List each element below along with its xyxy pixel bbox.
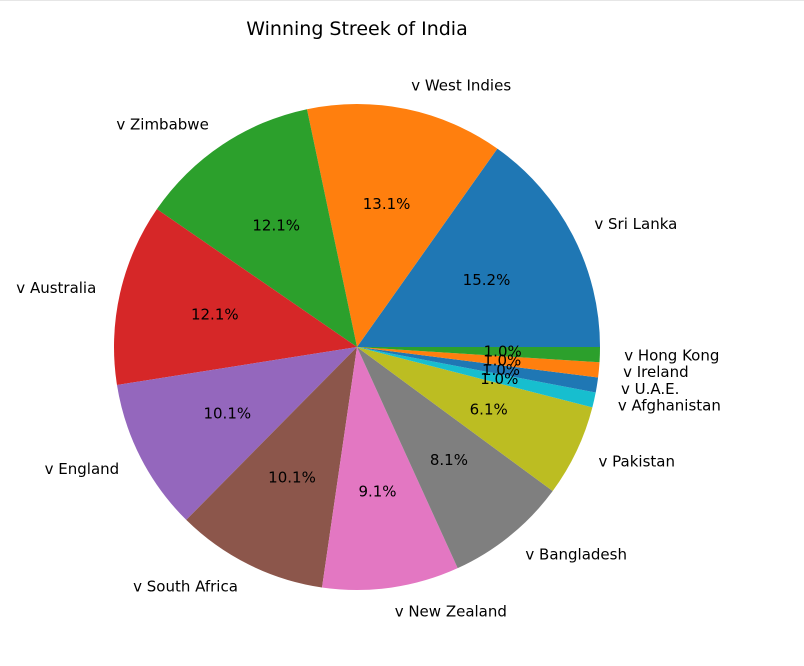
top-border — [0, 0, 804, 1]
pct-label-v-zimbabwe: 12.1% — [252, 217, 300, 235]
pct-label-v-bangladesh: 8.1% — [430, 451, 468, 469]
pie-slice-v-ireland — [357, 347, 600, 378]
pct-label-v-australia: 12.1% — [191, 306, 239, 324]
slice-label-v-pakistan: v Pakistan — [599, 453, 675, 471]
pie-slice-v-west-indies — [306, 103, 498, 347]
pie-slices — [113, 103, 600, 591]
pct-label-v-u-a-e: 1.0% — [482, 361, 520, 379]
slice-label-v-ireland: v Ireland — [623, 363, 689, 381]
pct-label-v-new-zealand: 9.1% — [358, 482, 396, 500]
pie-slice-v-hong-kong — [357, 347, 600, 363]
slice-label-v-west-indies: v West Indies — [411, 76, 511, 94]
pie-slice-v-u-a-e — [357, 347, 599, 393]
pie-slice-v-zimbabwe — [156, 109, 357, 347]
slice-label-v-hong-kong: v Hong Kong — [624, 346, 719, 364]
slice-label-v-sri-lanka: v Sri Lanka — [594, 215, 677, 233]
pie-category-labels: v Sri Lanka v West Indies v Zimbabwe v Aust… — [16, 76, 721, 620]
pie-slice-v-south-africa — [186, 347, 357, 588]
pct-label-v-pakistan: 6.1% — [470, 401, 508, 419]
pie-slice-v-england — [116, 347, 358, 520]
pct-label-v-south-africa: 10.1% — [268, 469, 316, 487]
slice-label-v-bangladesh: v Bangladesh — [525, 546, 627, 564]
pct-label-v-afghanistan: 1.0% — [480, 370, 518, 388]
slice-label-v-australia: v Australia — [16, 279, 96, 297]
pct-label-v-ireland: 1.0% — [483, 352, 521, 370]
pie-slice-v-australia — [113, 209, 358, 386]
slice-label-v-south-africa: v South Africa — [133, 577, 238, 595]
pie-slice-v-new-zealand — [322, 347, 458, 591]
pie-slice-v-sri-lanka — [357, 148, 600, 347]
slice-label-v-u-a-e: v U.A.E. — [621, 380, 679, 398]
slice-label-v-england: v England — [45, 460, 120, 478]
pie-slice-v-afghanistan — [357, 347, 596, 408]
pct-label-v-hong-kong: 1.0% — [484, 343, 522, 361]
pct-label-v-england: 10.1% — [203, 405, 251, 423]
pct-label-v-west-indies: 13.1% — [363, 195, 411, 213]
pie-slice-v-pakistan — [357, 347, 593, 492]
slice-label-v-new-zealand: v New Zealand — [395, 603, 507, 621]
slice-label-v-zimbabwe: v Zimbabwe — [116, 116, 208, 134]
pie-percent-labels: 15.2% 13.1% 12.1% 12.1% 10.1% 10.1% 9.1% 8.1% 6.… — [191, 195, 522, 500]
slice-label-v-afghanistan: v Afghanistan — [618, 396, 721, 414]
pct-label-v-sri-lanka: 15.2% — [463, 271, 511, 289]
pie-slice-v-bangladesh — [357, 347, 553, 569]
chart-title: Winning Streek of India — [246, 18, 467, 40]
